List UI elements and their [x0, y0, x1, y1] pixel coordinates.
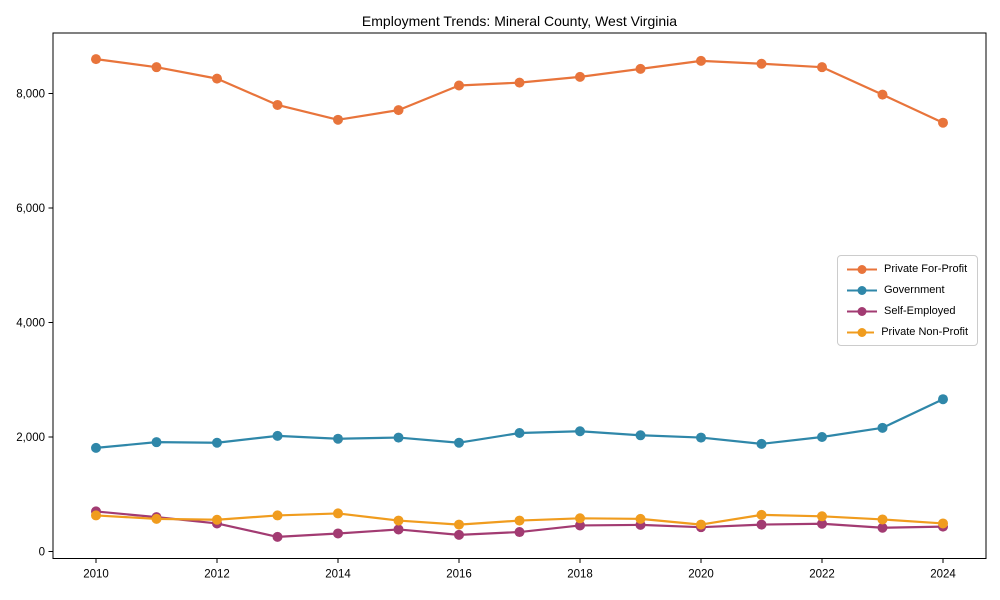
data-point-marker	[514, 527, 525, 538]
data-point-marker	[454, 80, 464, 91]
data-point-marker	[635, 63, 646, 74]
data-point-marker	[272, 430, 283, 441]
data-point-marker	[575, 426, 585, 437]
data-point-marker	[393, 524, 404, 535]
data-point-marker	[91, 54, 101, 65]
data-point-marker	[212, 437, 222, 448]
x-tick-label: 2024	[930, 569, 956, 581]
legend-label: Private For-Profit	[884, 263, 968, 275]
legend-swatch-icon	[847, 264, 877, 274]
legend-item: Government	[847, 284, 968, 296]
data-point-marker	[575, 71, 585, 82]
data-point-marker	[272, 99, 283, 110]
data-point-marker	[393, 432, 404, 443]
legend-item: Self-Employed	[847, 305, 968, 317]
data-point-marker	[575, 513, 585, 524]
data-point-marker	[333, 433, 343, 444]
data-point-marker	[756, 58, 767, 69]
data-point-marker	[514, 515, 525, 526]
data-point-marker	[877, 514, 888, 525]
data-point-marker	[756, 438, 767, 449]
legend-label: Government	[884, 284, 945, 296]
data-point-marker	[877, 422, 888, 433]
data-point-marker	[151, 513, 162, 524]
y-tick-label: 4,000	[16, 318, 45, 330]
data-point-marker	[333, 528, 343, 539]
legend: Private For-Profit Government Self-Employe…	[837, 255, 978, 346]
legend-item: Private Non-Profit	[847, 326, 968, 338]
y-tick-label: 6,000	[16, 203, 45, 215]
data-point-marker	[817, 511, 827, 522]
data-point-marker	[272, 510, 283, 521]
data-point-marker	[575, 520, 585, 531]
x-tick-label: 2012	[204, 569, 230, 581]
data-point-marker	[877, 89, 888, 100]
data-point-marker	[635, 513, 646, 524]
data-point-marker	[938, 394, 948, 405]
data-point-marker	[756, 519, 767, 530]
chart-title: Employment Trends: Mineral County, West …	[361, 13, 678, 29]
data-point-marker	[212, 73, 222, 84]
data-point-marker	[817, 62, 827, 73]
data-point-marker	[91, 510, 101, 521]
data-point-marker	[212, 514, 222, 525]
legend-label: Self-Employed	[884, 305, 956, 317]
data-point-marker	[635, 430, 646, 441]
data-point-marker	[454, 519, 464, 530]
data-point-marker	[514, 77, 525, 88]
series-line	[94, 398, 945, 449]
data-point-marker	[938, 518, 948, 529]
data-point-marker	[938, 117, 948, 128]
x-tick-label: 2018	[567, 569, 593, 581]
y-tick-label: 8,000	[16, 89, 45, 101]
data-point-marker	[817, 432, 827, 442]
data-point-marker	[333, 114, 343, 125]
data-point-marker	[756, 509, 767, 520]
x-tick-label: 2016	[446, 569, 472, 581]
data-point-marker	[514, 427, 525, 438]
data-point-marker	[696, 432, 706, 443]
data-point-marker	[393, 515, 404, 526]
data-point-marker	[877, 522, 888, 533]
y-tick-label: 2,000	[16, 432, 45, 444]
series-line	[94, 58, 945, 124]
data-point-marker	[272, 531, 283, 542]
data-point-marker	[151, 437, 162, 448]
data-point-marker	[696, 55, 706, 66]
data-point-marker	[817, 518, 827, 529]
legend-swatch-icon	[847, 285, 877, 295]
legend-item: Private For-Profit	[847, 263, 968, 275]
data-point-marker	[454, 437, 464, 448]
x-tick-label: 2014	[325, 569, 351, 581]
data-point-marker	[696, 519, 706, 530]
data-point-marker	[393, 105, 404, 116]
plot-box	[52, 32, 987, 559]
x-tick-label: 2020	[688, 569, 714, 581]
y-tick-label: 0	[39, 547, 45, 559]
legend-label: Private Non-Profit	[881, 326, 968, 338]
x-tick-label: 2022	[809, 569, 835, 581]
data-point-marker	[91, 442, 101, 453]
data-point-marker	[151, 62, 162, 73]
legend-swatch-icon	[847, 306, 877, 316]
data-point-marker	[454, 529, 464, 540]
x-tick-label: 2010	[83, 569, 109, 581]
data-point-marker	[333, 508, 343, 519]
legend-swatch-icon	[847, 327, 875, 337]
